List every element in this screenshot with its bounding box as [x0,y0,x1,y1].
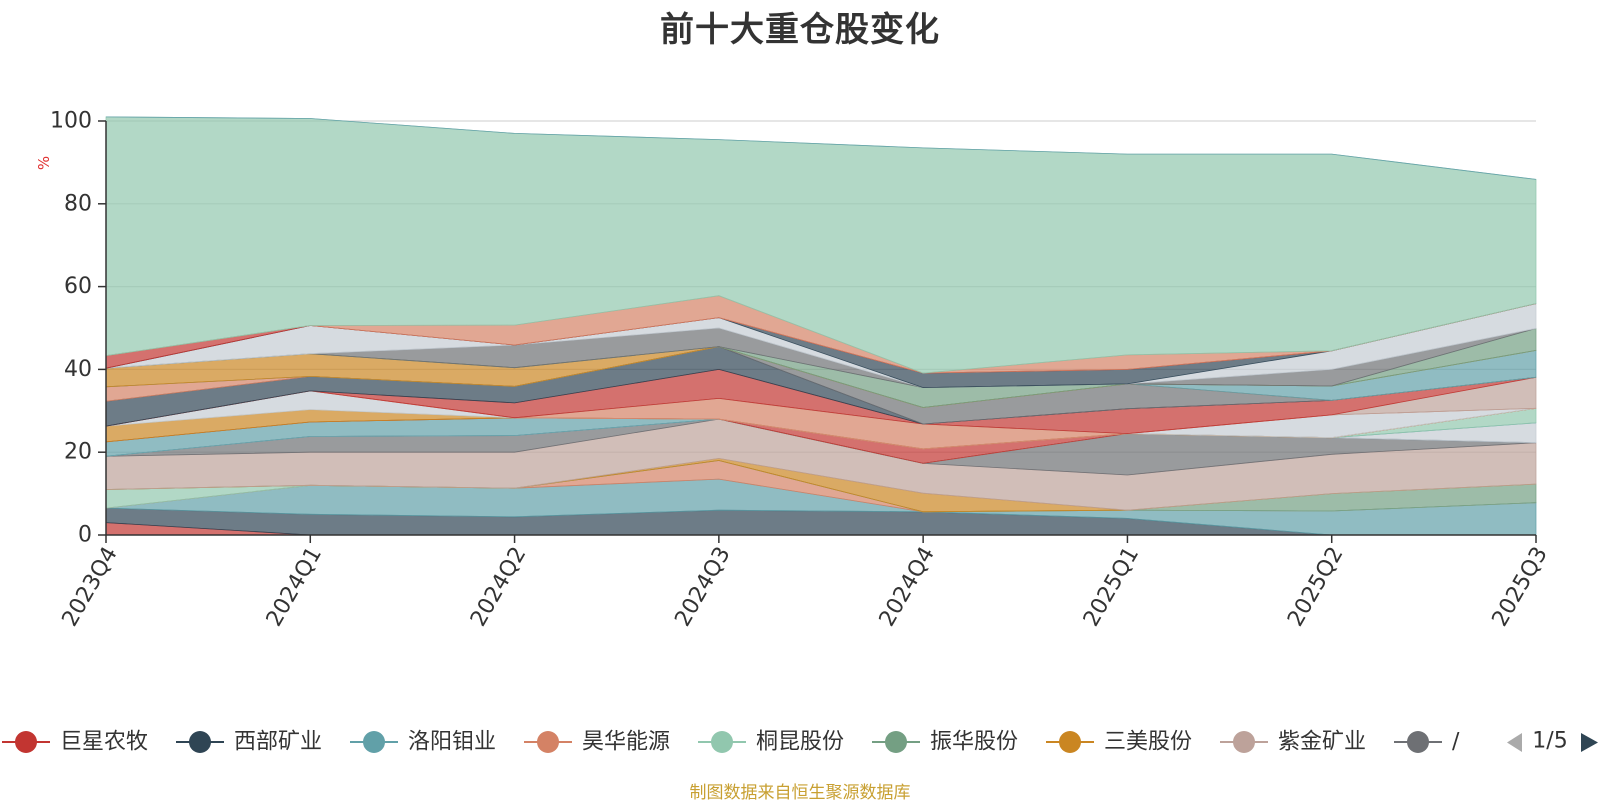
x-tick-label: 2025Q1 [1079,543,1144,631]
pager-next-icon[interactable] [1581,733,1598,752]
legend-label: 振华股份 [930,730,1018,755]
x-tick-label: 2024Q2 [466,543,531,631]
legend-pager: 1/5 [1507,729,1598,754]
x-tick-label: 2024Q1 [262,543,327,631]
legend-marker [1407,731,1429,753]
legend-label: 西部矿业 [234,730,322,755]
axes [105,121,1536,536]
legend-item[interactable]: 三美股份 [1046,730,1192,755]
x-tick-label: 2025Q2 [1283,543,1348,631]
legend: 巨星农牧 西部矿业 洛阳钼业 昊华能源 桐昆股份 振华股份 三美股份 紫金矿业 / [2,730,1460,755]
x-tick-label: 2024Q4 [875,543,940,631]
y-tick-label: 60 [64,274,92,299]
legend-item[interactable]: 西部矿业 [176,730,322,755]
legend-label: 紫金矿业 [1278,730,1366,755]
legend-label: / [1452,730,1460,755]
legend-item[interactable]: 振华股份 [872,730,1018,755]
legend-marker [537,731,559,753]
y-tick-label: 40 [64,357,92,382]
chart-title: 前十大重仓股变化 [660,10,940,50]
legend-marker [1233,731,1255,753]
legend-marker [711,731,733,753]
stacked-areas [105,116,1537,536]
legend-marker [1059,731,1081,753]
y-tick-label: 100 [50,109,92,134]
y-tick-label: 0 [78,523,92,548]
legend-item[interactable]: / [1394,730,1460,755]
legend-item[interactable]: 昊华能源 [524,730,670,755]
x-tick-label: 2024Q3 [670,543,735,631]
legend-item[interactable]: 紫金矿业 [1220,730,1366,755]
source-note: 制图数据来自恒生聚源数据库 [689,783,911,803]
legend-label: 巨星农牧 [60,730,148,755]
x-ticks: 2023Q4 2024Q1 2024Q2 2024Q3 2024Q4 2025Q1 2025… [58,535,1553,631]
area-series-31 [105,116,1537,180]
y-tick-label: 80 [64,191,92,216]
pager-prev-icon[interactable] [1507,733,1522,752]
legend-label: 洛阳钼业 [408,730,496,755]
legend-marker [15,731,37,753]
x-tick-label: 2025Q3 [1488,543,1553,631]
legend-item[interactable]: 巨星农牧 [2,730,148,755]
y-ticks: 0 20 40 60 80 100 [50,109,106,548]
legend-marker [189,731,211,753]
legend-marker [363,731,385,753]
legend-label: 桐昆股份 [756,730,844,755]
y-unit-label: % [35,156,53,170]
legend-marker [885,731,907,753]
legend-label: 三美股份 [1104,730,1192,755]
legend-item[interactable]: 洛阳钼业 [350,730,496,755]
legend-item[interactable]: 桐昆股份 [698,730,844,755]
pager-label: 1/5 [1532,729,1567,754]
legend-label: 昊华能源 [582,730,670,755]
y-tick-label: 20 [64,440,92,465]
x-tick-label: 2023Q4 [58,543,123,631]
